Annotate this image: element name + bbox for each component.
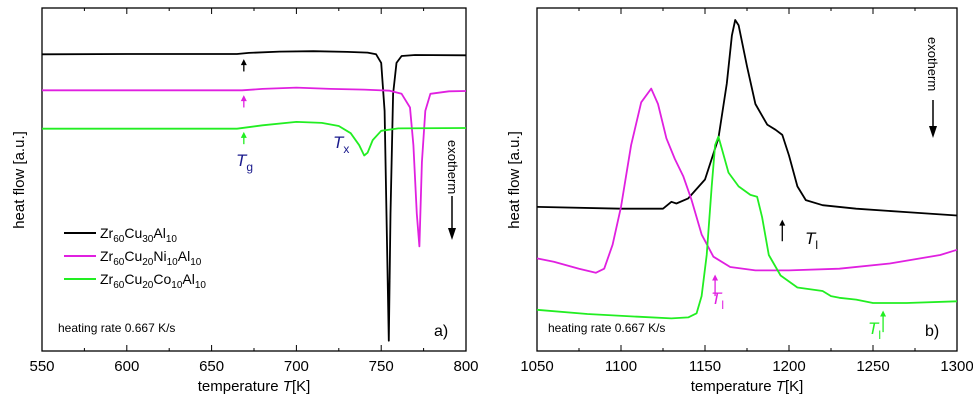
panel-b-markers bbox=[712, 219, 887, 333]
panel-a-series bbox=[41, 50, 467, 342]
panel-a-exotherm-label: exotherm bbox=[445, 140, 460, 194]
panel-b-tl-label-magenta: Tl bbox=[711, 289, 724, 312]
series-line-zr60cu20co10al10 bbox=[536, 135, 958, 320]
x-tick-label: 700 bbox=[284, 358, 309, 375]
series-line-zr60cu20ni10al10 bbox=[536, 87, 958, 274]
panel-a-ylabel: heat flow [a.u.] bbox=[11, 131, 28, 229]
panel-a-legend: Zr60Cu30Al10 Zr60Cu20Ni10Al10 Zr60Cu20Co… bbox=[64, 225, 206, 291]
panel-b: 1050 1100 1150 1200 1250 1300 heat flow [a.u.… bbox=[506, 7, 973, 395]
panel-a-tx-label: Tx bbox=[333, 133, 349, 156]
panel-b-x-ticks: 1050 1100 1150 1200 1250 1300 bbox=[520, 8, 973, 375]
panel-a-x-ticks: 550 600 650 700 750 800 bbox=[29, 8, 479, 375]
panel-b-xlabel: temperature T[K] bbox=[691, 378, 804, 395]
panel-b-ylabel: heat flow [a.u.] bbox=[506, 131, 523, 229]
panel-b-tl-label-black: Tl bbox=[805, 229, 818, 252]
x-tick-label: 1200 bbox=[772, 358, 805, 375]
panel-a-frame bbox=[41, 7, 467, 352]
panel-b-tl-label-green: Tl bbox=[868, 319, 881, 342]
legend-label-zr60cu20ni10al10: Zr60Cu20Ni10Al10 bbox=[100, 248, 202, 268]
marker-arrow-head bbox=[779, 219, 786, 226]
marker-arrow-head bbox=[240, 95, 247, 102]
panel-b-series bbox=[536, 19, 958, 320]
panel-a-heating-rate: heating rate 0.667 K/s bbox=[58, 321, 175, 335]
x-tick-label: 600 bbox=[114, 358, 139, 375]
panel-b-label: b) bbox=[925, 323, 939, 340]
x-tick-label: 800 bbox=[453, 358, 478, 375]
legend-label-zr60cu30al10: Zr60Cu30Al10 bbox=[100, 225, 177, 245]
panel-a-xlabel: temperature T[K] bbox=[198, 378, 311, 395]
x-tick-label: 1050 bbox=[520, 358, 553, 375]
x-tick-label: 1250 bbox=[856, 358, 889, 375]
series-line-zr60cu30al10 bbox=[536, 19, 958, 217]
panel-a: 550 600 650 700 750 800 heat flow [a.u.] temp… bbox=[11, 7, 479, 395]
x-tick-label: 750 bbox=[369, 358, 394, 375]
series-line-zr60cu30al10 bbox=[41, 50, 467, 342]
panel-a-exotherm-arrow bbox=[448, 196, 456, 240]
series-line-zr60cu20co10al10 bbox=[42, 121, 467, 157]
panel-a-label: a) bbox=[434, 323, 448, 340]
x-tick-label: 650 bbox=[199, 358, 224, 375]
legend-label-zr60cu20co10al10: Zr60Cu20Co10Al10 bbox=[100, 271, 206, 291]
panel-b-exotherm-arrow bbox=[929, 100, 937, 138]
marker-arrow-head bbox=[880, 310, 887, 317]
marker-arrow-head bbox=[712, 274, 719, 281]
panel-b-heating-rate: heating rate 0.667 K/s bbox=[548, 321, 665, 335]
x-tick-label: 1100 bbox=[605, 358, 637, 375]
marker-arrow-head bbox=[240, 59, 247, 66]
panel-a-tg-label: Tg bbox=[236, 151, 253, 174]
panel-b-frame bbox=[536, 7, 958, 352]
x-tick-label: 1150 bbox=[689, 358, 721, 375]
x-tick-label: 1300 bbox=[940, 358, 973, 375]
series-line-zr60cu20ni10al10 bbox=[42, 86, 467, 248]
panel-a-markers bbox=[240, 59, 247, 145]
x-tick-label: 550 bbox=[29, 358, 54, 375]
panel-b-exotherm-label: exotherm bbox=[925, 37, 940, 91]
marker-arrow-head bbox=[240, 131, 247, 138]
